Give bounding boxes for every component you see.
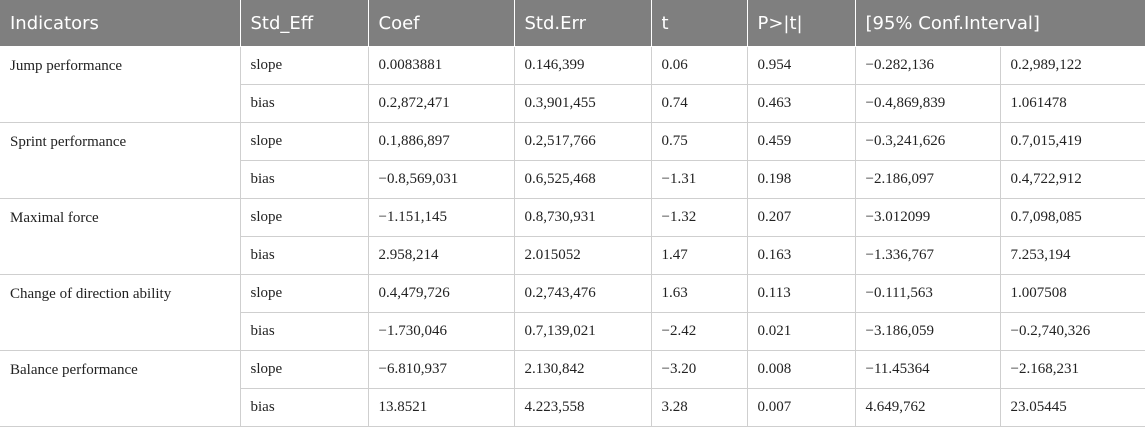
- std-err-cell: 0.2,743,476: [513, 274, 652, 313]
- p-cell: 0.459: [746, 122, 856, 161]
- p-cell: 0.163: [746, 236, 856, 275]
- ci-low-cell: −11.45364: [854, 350, 1001, 389]
- ci-high-cell: 0.7,098,085: [999, 198, 1145, 237]
- ci-low-cell: −1.336,767: [854, 236, 1001, 275]
- ci-low-cell: −3.012099: [854, 198, 1001, 237]
- t-cell: 3.28: [650, 388, 748, 427]
- std-err-cell: 0.3,901,455: [513, 84, 652, 123]
- table-row: Balance performance slope −6.810,937 2.1…: [0, 350, 1145, 427]
- coef-cell: 0.4,479,726: [367, 274, 515, 313]
- table-row: Sprint performance slope 0.1,886,897 0.2…: [0, 122, 1145, 199]
- table-row: bias 13.8521 4.223,558 3.28 0.007 4.649,…: [0, 388, 1145, 427]
- std-eff-cell: bias: [240, 312, 369, 351]
- header-indicators: Indicators: [0, 0, 241, 47]
- ci-high-cell: 7.253,194: [999, 236, 1145, 275]
- ci-high-cell: −2.168,231: [999, 350, 1145, 389]
- coef-cell: −1.730,046: [367, 312, 515, 351]
- ci-low-cell: 4.649,762: [854, 388, 1001, 427]
- coef-cell: −0.8,569,031: [367, 160, 515, 199]
- coef-cell: 13.8521: [367, 388, 515, 427]
- p-cell: 0.198: [746, 160, 856, 199]
- indicator-cell: Sprint performance: [0, 122, 241, 199]
- std-err-cell: 2.130,842: [513, 350, 652, 389]
- ci-high-cell: 23.05445: [999, 388, 1145, 427]
- t-cell: 0.06: [650, 46, 748, 85]
- header-std-err: Std.Err: [513, 0, 652, 47]
- std-err-cell: 0.7,139,021: [513, 312, 652, 351]
- table-row: Jump performance slope 0.0083881 0.146,3…: [0, 46, 1145, 123]
- ci-low-cell: −3.186,059: [854, 312, 1001, 351]
- t-cell: 0.75: [650, 122, 748, 161]
- std-err-cell: 2.015052: [513, 236, 652, 275]
- ci-high-cell: 0.2,989,122: [999, 46, 1145, 85]
- indicator-cell: Change of direction ability: [0, 274, 241, 351]
- std-eff-cell: slope: [239, 122, 369, 161]
- std-err-cell: 0.6,525,468: [513, 160, 652, 199]
- std-eff-cell: slope: [239, 274, 369, 313]
- std-err-cell: 0.8,730,931: [513, 198, 652, 237]
- header-row: Indicators Std_Eff Coef Std.Err t P>|t| …: [0, 0, 1145, 47]
- coef-cell: −1.151,145: [367, 198, 515, 237]
- p-cell: 0.021: [746, 312, 856, 351]
- header-coef: Coef: [367, 0, 515, 47]
- std-eff-cell: slope: [239, 198, 369, 237]
- std-eff-cell: slope: [239, 46, 369, 85]
- table-row: bias −0.8,569,031 0.6,525,468 −1.31 0.19…: [0, 160, 1145, 199]
- header-std-eff: Std_Eff: [239, 0, 369, 47]
- ci-low-cell: −0.3,241,626: [854, 122, 1001, 161]
- ci-high-cell: −0.2,740,326: [999, 312, 1145, 351]
- table-row: Maximal force slope −1.151,145 0.8,730,9…: [0, 198, 1145, 275]
- t-cell: −2.42: [650, 312, 748, 351]
- indicator-cell: Maximal force: [0, 198, 241, 275]
- std-eff-cell: bias: [240, 84, 369, 123]
- std-eff-cell: slope: [239, 350, 369, 389]
- header-p-value: P>|t|: [746, 0, 856, 47]
- t-cell: −1.31: [650, 160, 748, 199]
- std-err-cell: 0.146,399: [513, 46, 652, 85]
- std-eff-cell: bias: [240, 236, 369, 275]
- p-cell: 0.207: [746, 198, 856, 237]
- coef-cell: −6.810,937: [367, 350, 515, 389]
- coef-cell: 2.958,214: [367, 236, 515, 275]
- t-cell: 1.47: [650, 236, 748, 275]
- t-cell: 0.74: [650, 84, 748, 123]
- t-cell: −3.20: [650, 350, 748, 389]
- ci-low-cell: −0.111,563: [854, 274, 1001, 313]
- std-err-cell: 0.2,517,766: [513, 122, 652, 161]
- p-cell: 0.113: [746, 274, 856, 313]
- coef-cell: 0.2,872,471: [367, 84, 515, 123]
- ci-low-cell: −0.282,136: [854, 46, 1001, 85]
- header-t: t: [650, 0, 748, 47]
- std-eff-cell: bias: [240, 388, 369, 427]
- ci-low-cell: −2.186,097: [854, 160, 1001, 199]
- ci-high-cell: 0.4,722,912: [999, 160, 1145, 199]
- p-cell: 0.007: [746, 388, 856, 427]
- ci-high-cell: 0.7,015,419: [999, 122, 1145, 161]
- t-cell: 1.63: [650, 274, 748, 313]
- header-conf-interval: [95% Conf.Interval]: [854, 0, 1145, 47]
- ci-high-cell: 1.061478: [999, 84, 1145, 123]
- std-eff-cell: bias: [240, 160, 369, 199]
- std-err-cell: 4.223,558: [513, 388, 652, 427]
- coef-cell: 0.0083881: [367, 46, 515, 85]
- p-cell: 0.008: [746, 350, 856, 389]
- ci-high-cell: 1.007508: [999, 274, 1145, 313]
- coef-cell: 0.1,886,897: [367, 122, 515, 161]
- ci-low-cell: −0.4,869,839: [854, 84, 1001, 123]
- indicator-cell: Jump performance: [0, 46, 241, 123]
- t-cell: −1.32: [650, 198, 748, 237]
- indicator-cell: Balance performance: [0, 350, 241, 427]
- p-cell: 0.463: [746, 84, 856, 123]
- p-cell: 0.954: [746, 46, 856, 85]
- table-row: Change of direction ability slope 0.4,47…: [0, 274, 1145, 351]
